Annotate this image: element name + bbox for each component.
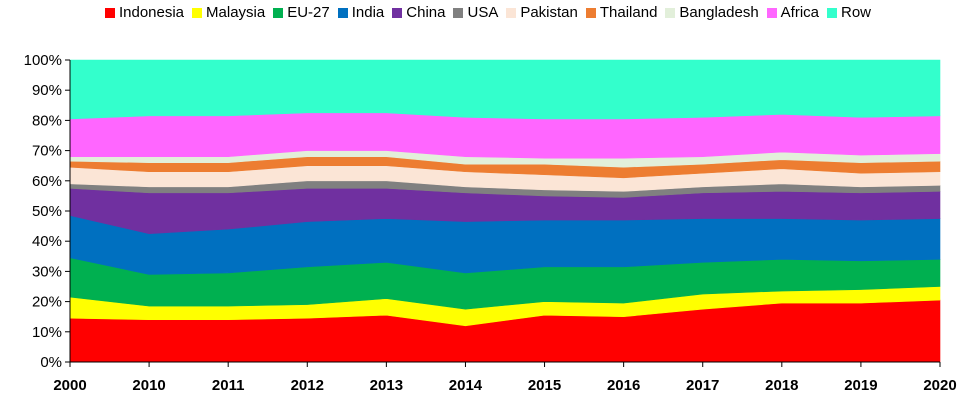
legend-swatch xyxy=(665,7,676,18)
legend-swatch xyxy=(192,7,203,18)
legend-label: Indonesia xyxy=(118,4,185,21)
legend-swatch xyxy=(392,7,403,18)
legend-item-pakistan: Pakistan xyxy=(506,4,578,21)
x-tick-label: 2014 xyxy=(449,377,483,394)
legend-swatch xyxy=(506,7,517,18)
y-tick-label: 100% xyxy=(24,52,62,69)
y-tick-label: 90% xyxy=(32,82,62,99)
legend-item-africa: Africa xyxy=(766,4,819,21)
legend-label: Thailand xyxy=(599,4,658,21)
x-tick-label: 2016 xyxy=(607,377,640,394)
legend-item-india: India xyxy=(337,4,385,21)
legend-swatch xyxy=(453,7,464,18)
x-tick-label: 2015 xyxy=(528,377,561,394)
area-layers xyxy=(69,59,941,363)
x-tick-label: 2020 xyxy=(923,377,956,394)
legend-item-eu-27: EU-27 xyxy=(273,4,330,21)
y-tick-label: 10% xyxy=(32,324,62,341)
legend: Indonesia Malaysia EU-27 India China USA Pakis… xyxy=(0,4,976,21)
legend-label: Bangladesh xyxy=(679,4,759,21)
x-tick-label: 2018 xyxy=(765,377,798,394)
y-tick-label: 40% xyxy=(32,233,62,250)
y-tick-label: 80% xyxy=(32,112,62,129)
y-tick-label: 20% xyxy=(32,294,62,311)
legend-item-indonesia: Indonesia xyxy=(104,4,185,21)
legend-label: USA xyxy=(467,4,499,21)
legend-item-malaysia: Malaysia xyxy=(192,4,265,21)
legend-label: Row xyxy=(841,4,872,21)
y-tick-label: 30% xyxy=(32,263,62,280)
legend-item-bangladesh: Bangladesh xyxy=(665,4,759,21)
area-africa xyxy=(69,112,941,159)
legend-item-thailand: Thailand xyxy=(585,4,658,21)
area-row xyxy=(69,59,941,120)
legend-item-china: China xyxy=(392,4,445,21)
legend-label: Africa xyxy=(780,4,819,21)
legend-swatch xyxy=(337,7,348,18)
legend-label: China xyxy=(406,4,446,21)
y-tick-label: 70% xyxy=(32,143,62,160)
legend-label: Pakistan xyxy=(520,4,578,21)
y-tick-label: 0% xyxy=(40,354,62,371)
x-tick-label: 2012 xyxy=(291,377,324,394)
x-tick-label: 2010 xyxy=(132,377,165,394)
legend-swatch xyxy=(827,7,837,18)
legend-label: India xyxy=(351,4,385,21)
axes: 0% 10% 20% 30% 40% 50% 60% 70% 80% 90% 100% 2000 201… xyxy=(24,52,957,394)
legend-swatch xyxy=(273,7,284,18)
x-tick-label: 2019 xyxy=(844,377,877,394)
x-tick-label: 2011 xyxy=(212,377,245,394)
x-tick-label: 2000 xyxy=(53,377,86,394)
y-tick-label: 60% xyxy=(32,173,62,190)
x-tick-label: 2017 xyxy=(686,377,719,394)
legend-item-row: Row xyxy=(827,4,871,21)
legend-label: EU-27 xyxy=(287,4,330,21)
x-tick-label: 2013 xyxy=(370,377,403,394)
legend-swatch xyxy=(104,7,115,18)
legend-item-usa: USA xyxy=(453,4,498,21)
legend-swatch xyxy=(766,7,777,18)
legend-swatch xyxy=(585,7,596,18)
legend-label: Malaysia xyxy=(206,4,266,21)
y-tick-label: 50% xyxy=(32,203,62,220)
